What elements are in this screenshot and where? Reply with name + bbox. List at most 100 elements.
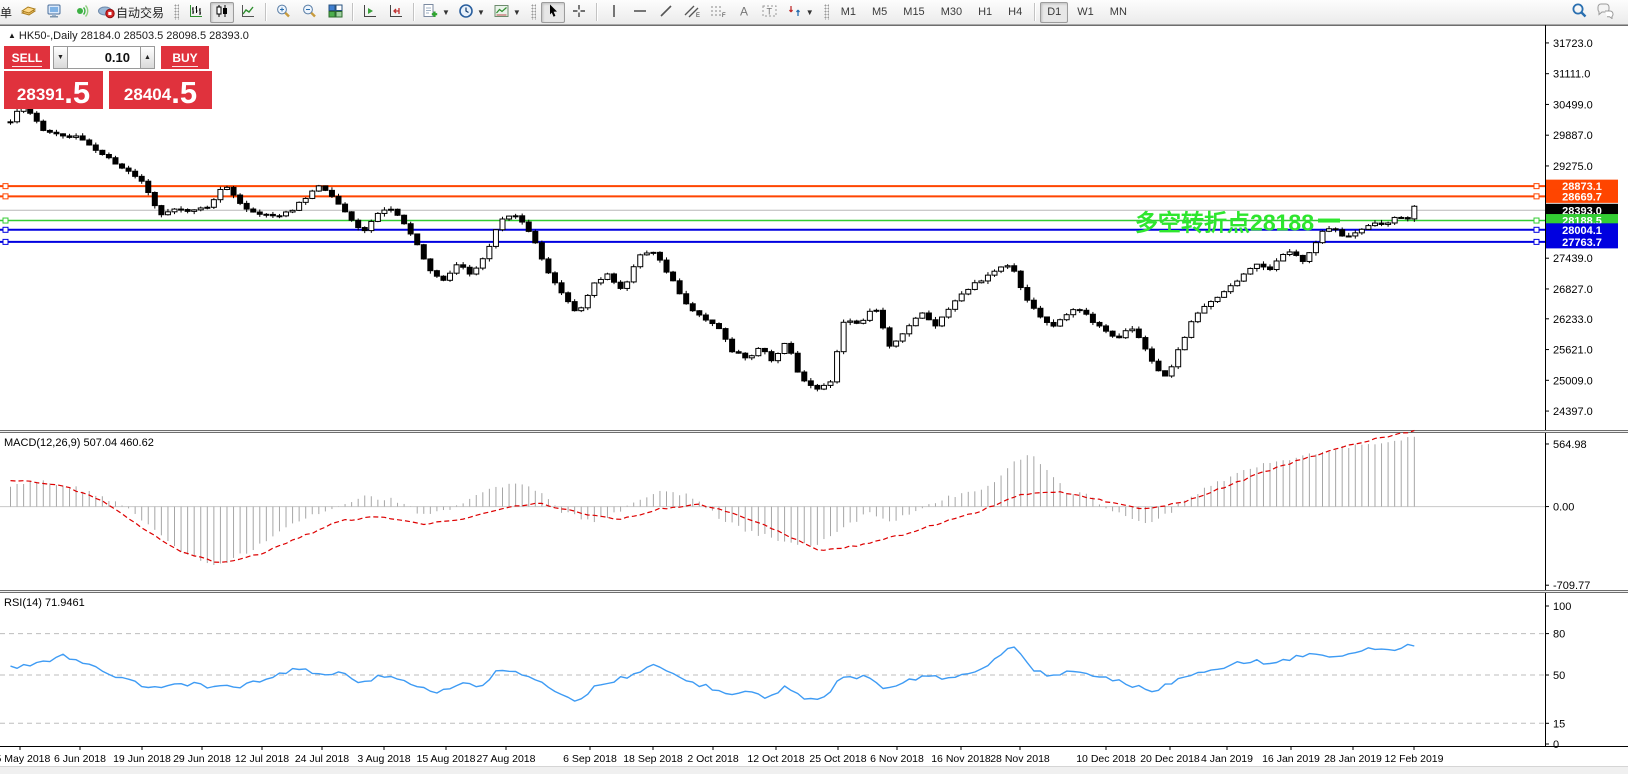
svg-text:26233.0: 26233.0 (1553, 314, 1593, 326)
symbol-marker-icon: ▲ (8, 31, 16, 40)
svg-text:26827.0: 26827.0 (1553, 284, 1593, 296)
buy-price[interactable]: 28404.5 (109, 71, 212, 109)
periods-button[interactable]: ▼ (455, 2, 488, 23)
timeframe-m30-button[interactable]: M30 (934, 2, 969, 23)
fibonacci-button[interactable]: F (706, 2, 730, 23)
toolbar-grip (530, 4, 536, 20)
chevron-down-icon: ▼ (442, 7, 450, 17)
sell-price-int: 28391 (16, 85, 65, 104)
bar-chart-icon (188, 3, 204, 22)
text-icon: A (737, 3, 751, 22)
volume-decrease-button[interactable]: ▼ (53, 46, 68, 69)
timeframe-w1-button[interactable]: W1 (1070, 2, 1101, 23)
indicators-button[interactable]: ▼ (419, 2, 453, 23)
sell-button-label: SELL (11, 50, 43, 67)
zoom-out-icon (301, 3, 318, 22)
zoom-in-icon (275, 3, 292, 22)
chat-button[interactable] (1593, 2, 1619, 23)
timeframe-h1-button[interactable]: H1 (971, 2, 999, 23)
buy-price-int: 28404 (123, 85, 172, 104)
bar-chart-button[interactable] (184, 2, 208, 23)
svg-text:25 May 2018: 25 May 2018 (0, 753, 51, 765)
horizontal-line-icon (632, 3, 648, 22)
sell-button[interactable]: SELL (4, 46, 50, 69)
terminal-button[interactable] (42, 2, 66, 23)
toolbar-separator (595, 3, 597, 21)
svg-text:50: 50 (1553, 670, 1565, 682)
svg-text:29275.0: 29275.0 (1553, 161, 1593, 173)
trendline-button[interactable] (654, 2, 678, 23)
timeframe-mn-button[interactable]: MN (1103, 2, 1134, 23)
volume-increase-button[interactable]: ▲ (140, 46, 155, 69)
chart-canvas[interactable]: 多空转折点28188 31723.0 31111.0 30499.0 29887.0 29… (0, 25, 1628, 774)
svg-text:10 Dec 2018: 10 Dec 2018 (1076, 753, 1136, 765)
zoom-in-button[interactable] (271, 2, 295, 23)
main-toolbar: 单 自动交易 ▼ ▼ ▼ E F A T ▼ M1 M (0, 0, 1628, 25)
svg-text:12 Feb 2019: 12 Feb 2019 (1385, 753, 1444, 765)
svg-text:MACD(12,26,9) 507.04 460.62: MACD(12,26,9) 507.04 460.62 (4, 437, 154, 449)
svg-text:31723.0: 31723.0 (1553, 38, 1593, 50)
templates-button[interactable]: ▼ (490, 2, 524, 23)
cursor-button[interactable] (540, 1, 565, 23)
crosshair-button[interactable] (567, 2, 591, 23)
svg-text:2 Oct 2018: 2 Oct 2018 (687, 753, 739, 765)
search-icon (1570, 2, 1588, 22)
chart-shift-button[interactable] (384, 2, 408, 23)
svg-text:多空转折点28188: 多空转折点28188 (1135, 210, 1314, 236)
history-button[interactable] (16, 2, 40, 23)
svg-text:29 Jun 2018: 29 Jun 2018 (173, 753, 231, 765)
svg-text:12 Oct 2018: 12 Oct 2018 (747, 753, 804, 765)
svg-text:15: 15 (1553, 718, 1565, 730)
arrow-objects-button[interactable]: ▼ (784, 2, 817, 23)
svg-text:25009.0: 25009.0 (1553, 375, 1593, 387)
chart-title-text: HK50-,Daily 28184.0 28503.5 28098.5 2839… (18, 30, 249, 42)
vertical-line-button[interactable] (602, 2, 626, 23)
line-chart-button[interactable] (236, 2, 260, 23)
timeframe-d1-button[interactable]: D1 (1040, 1, 1069, 23)
tile-windows-button[interactable] (323, 2, 347, 23)
search-button[interactable] (1567, 2, 1591, 23)
candlestick-chart-button[interactable] (210, 1, 235, 23)
chart-window: 多空转折点28188 31723.0 31111.0 30499.0 29887.0 29… (0, 25, 1628, 774)
sell-price[interactable]: 28391.5 (4, 71, 103, 109)
periods-clock-icon (458, 3, 474, 22)
text-label-button[interactable]: T (758, 2, 782, 23)
svg-text:18 Sep 2018: 18 Sep 2018 (623, 753, 683, 765)
svg-text:27439.0: 27439.0 (1553, 253, 1593, 265)
svg-text:29887.0: 29887.0 (1553, 130, 1593, 142)
horizontal-line-button[interactable] (628, 2, 652, 23)
equidistant-channel-icon: E (683, 3, 701, 22)
svg-text:3 Aug 2018: 3 Aug 2018 (357, 753, 410, 765)
timeframe-m5-button[interactable]: M5 (865, 2, 894, 23)
signal-icon (72, 3, 89, 22)
buy-button[interactable]: BUY (161, 46, 209, 69)
svg-text:6 Sep 2018: 6 Sep 2018 (563, 753, 617, 765)
autotrading-label: 自动交易 (116, 5, 165, 20)
svg-text:27763.7: 27763.7 (1562, 237, 1602, 249)
timeframe-m1-button[interactable]: M1 (834, 2, 863, 23)
svg-text:100: 100 (1553, 601, 1571, 613)
history-icon (20, 3, 37, 22)
text-button[interactable]: A (732, 2, 756, 23)
timeframe-m15-button[interactable]: M15 (896, 2, 931, 23)
equidistant-channel-button[interactable]: E (680, 2, 704, 23)
chevron-down-icon: ▼ (805, 7, 814, 17)
signal-button[interactable] (68, 2, 92, 23)
zoom-out-button[interactable] (297, 2, 321, 23)
svg-text:28 Jan 2019: 28 Jan 2019 (1324, 753, 1382, 765)
buy-button-label: BUY (172, 50, 198, 67)
templates-icon (493, 3, 510, 22)
tile-windows-icon (327, 3, 344, 22)
timeframe-h4-button[interactable]: H4 (1001, 2, 1029, 23)
chevron-down-icon: ▼ (512, 7, 521, 17)
auto-scroll-button[interactable] (358, 2, 382, 23)
new-order-button[interactable]: 单 (0, 5, 13, 20)
svg-text:20 Dec 2018: 20 Dec 2018 (1140, 753, 1200, 765)
svg-text:25 Oct 2018: 25 Oct 2018 (809, 753, 866, 765)
volume-input[interactable] (68, 46, 140, 69)
fibonacci-icon: F (709, 3, 727, 22)
toolbar-separator (1034, 3, 1036, 21)
trendline-icon (658, 3, 674, 22)
terminal-icon (46, 3, 63, 22)
autotrading-button[interactable]: 自动交易 (94, 2, 167, 23)
